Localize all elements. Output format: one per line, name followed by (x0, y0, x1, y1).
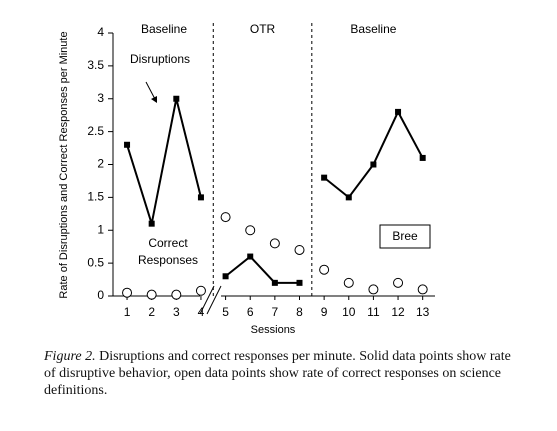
annotation: Correct (148, 236, 188, 250)
disruptions-point (222, 273, 229, 280)
disruptions-point (370, 161, 377, 168)
correct-point (195, 285, 206, 296)
correct-point (343, 277, 354, 288)
y-axis-label: Rate of Disruptions and Correct Response… (58, 31, 70, 298)
disruptions-point (321, 174, 328, 181)
disruptions-point (345, 194, 352, 201)
y-tick-label: 2 (97, 157, 104, 171)
annotation: Disruptions (130, 52, 190, 66)
correct-point (146, 289, 157, 300)
correct-point (171, 289, 182, 300)
caption: Figure 2. Disruptions and correct respon… (44, 348, 524, 399)
y-tick-label: 3.5 (87, 58, 104, 72)
axis-break (206, 285, 222, 315)
disruptions-point (124, 141, 131, 148)
y-tick-label: 1.5 (87, 190, 104, 204)
y-tick-label: 0 (97, 288, 104, 302)
correct-point (417, 284, 428, 295)
disruptions-point (197, 194, 204, 201)
disruptions-point (148, 220, 155, 227)
disruptions-point (271, 279, 278, 286)
disruptions-line (323, 109, 424, 199)
x-tick-label: 13 (416, 305, 430, 319)
x-tick-label: 7 (272, 305, 279, 319)
correct-point (368, 284, 379, 295)
phase-label: Baseline (350, 22, 396, 36)
x-tick-label: 5 (222, 305, 229, 319)
annotation: Responses (138, 253, 198, 267)
correct-point (245, 225, 256, 236)
correct-point (294, 244, 305, 255)
disruptions-point (247, 253, 254, 260)
disruptions-point (419, 154, 426, 161)
y-tick-label: 0.5 (87, 255, 104, 269)
arrow-head (151, 96, 157, 103)
x-tick-label: 8 (296, 305, 303, 319)
caption-label: Figure 2. (44, 349, 96, 364)
y-tick-label: 3 (97, 91, 104, 105)
x-tick-label: 4 (198, 305, 205, 319)
x-tick-label: 2 (148, 305, 155, 319)
correct-point (319, 264, 330, 275)
phase-label: Baseline (141, 22, 187, 36)
x-tick-label: 12 (391, 305, 405, 319)
annotation: Bree (392, 229, 418, 243)
phase-label: OTR (250, 22, 276, 36)
x-tick-label: 9 (321, 305, 328, 319)
axis-break (199, 285, 215, 315)
x-tick-label: 3 (173, 305, 180, 319)
correct-point (220, 212, 231, 223)
x-tick-label: 10 (342, 305, 356, 319)
correct-point (393, 277, 404, 288)
disruptions-line (126, 98, 202, 224)
disruptions-point (395, 108, 402, 115)
x-axis-label: Sessions (251, 324, 296, 336)
caption-text: Disruptions and correct responses per mi… (44, 349, 511, 398)
correct-point (122, 287, 133, 298)
chart: Rate of Disruptions and Correct Response… (58, 22, 435, 336)
x-tick-label: 11 (367, 305, 380, 319)
y-tick-label: 1 (97, 222, 104, 236)
correct-point (269, 238, 280, 249)
disruptions-line (224, 255, 300, 284)
y-tick-label: 2.5 (87, 124, 104, 138)
x-tick-label: 1 (124, 305, 131, 319)
label-box (379, 224, 431, 249)
y-tick-label: 4 (97, 25, 104, 39)
x-tick-label: 6 (247, 305, 254, 319)
disruptions-point (296, 279, 303, 286)
disruptions-point (173, 95, 180, 102)
